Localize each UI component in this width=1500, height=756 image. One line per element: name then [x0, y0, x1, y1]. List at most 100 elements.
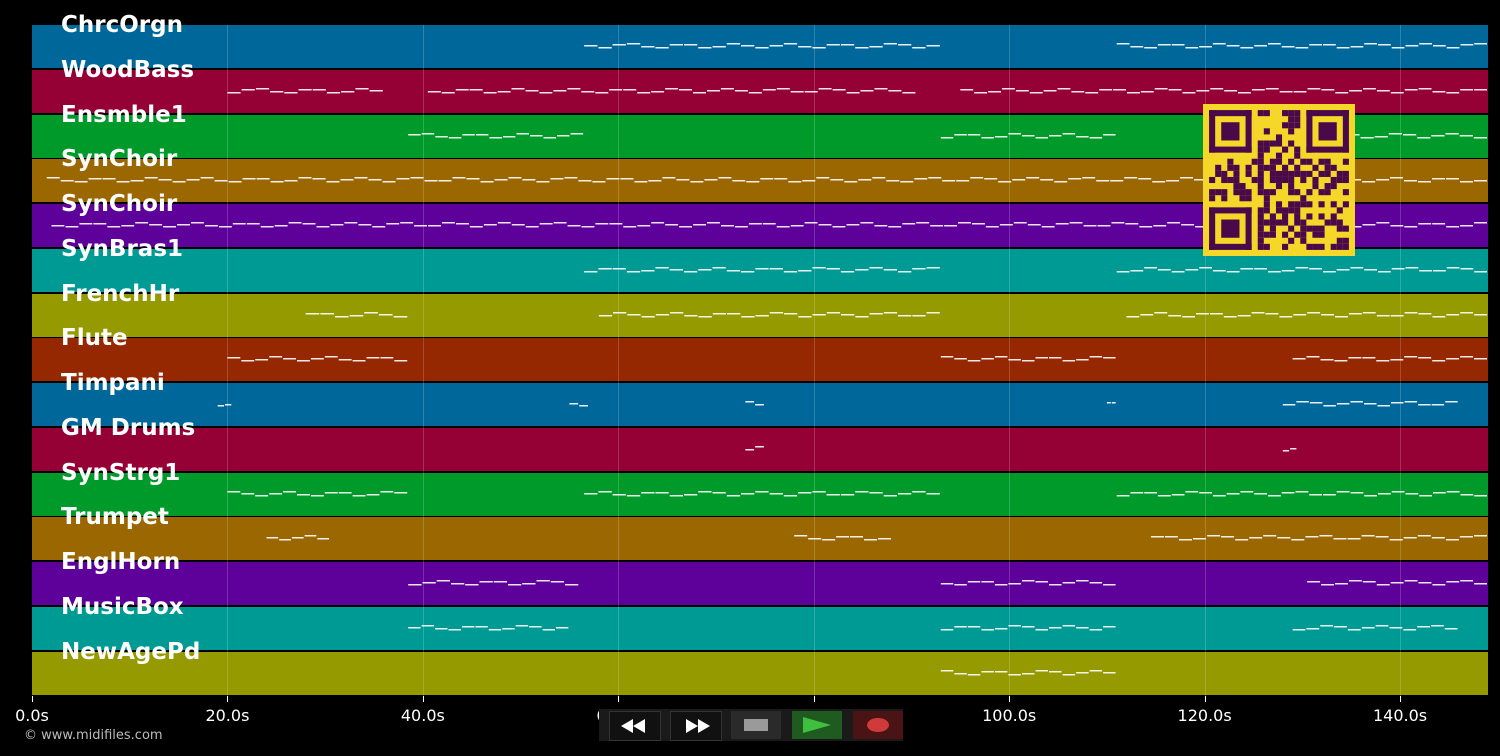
qr-code — [1203, 104, 1355, 256]
note — [93, 223, 107, 225]
note — [1390, 582, 1404, 584]
note — [1292, 628, 1306, 631]
note — [1419, 269, 1432, 272]
note — [783, 494, 798, 496]
note — [1320, 359, 1334, 361]
note — [284, 180, 298, 182]
note-layer — [584, 43, 1487, 49]
note — [693, 91, 706, 94]
note — [1323, 44, 1336, 46]
note — [684, 314, 698, 316]
note — [784, 312, 798, 314]
note — [1404, 311, 1418, 313]
note — [914, 178, 928, 180]
note — [1224, 89, 1238, 92]
note — [578, 180, 592, 182]
note — [1167, 222, 1181, 224]
note — [726, 494, 741, 496]
fast-forward-button[interactable] — [670, 711, 722, 741]
note — [783, 43, 798, 45]
note — [734, 89, 748, 92]
track-label: SynStrg1 — [61, 459, 181, 486]
note — [1221, 536, 1235, 538]
note — [698, 315, 712, 317]
record-button[interactable] — [853, 711, 903, 739]
track-label: GM Drums — [61, 414, 196, 441]
note — [1321, 584, 1334, 586]
note — [954, 133, 967, 135]
note — [1474, 358, 1487, 360]
note — [1347, 628, 1361, 631]
note-layer — [227, 356, 1487, 362]
note — [435, 135, 448, 137]
note — [1111, 402, 1116, 404]
note — [1293, 313, 1307, 315]
tick-label: 140.0s — [1372, 706, 1428, 725]
tick-label: 20.0s — [205, 706, 250, 725]
note — [310, 358, 324, 360]
note — [1348, 357, 1362, 359]
note — [1022, 580, 1035, 582]
note — [1282, 404, 1296, 406]
note — [1130, 491, 1144, 493]
note — [1418, 404, 1431, 406]
note — [774, 178, 788, 180]
note — [60, 180, 74, 182]
note — [1307, 581, 1321, 583]
note — [1035, 136, 1048, 138]
note — [522, 583, 536, 585]
note — [960, 88, 974, 91]
note — [1460, 267, 1474, 270]
note — [1405, 45, 1419, 47]
note — [570, 132, 584, 134]
note — [400, 222, 414, 224]
note — [1281, 269, 1295, 272]
note — [51, 225, 65, 227]
note — [637, 225, 651, 227]
note — [539, 91, 553, 94]
note — [1111, 222, 1125, 224]
track-label: Timpani — [61, 370, 165, 396]
note — [241, 492, 255, 494]
note — [1041, 226, 1055, 228]
note — [1029, 91, 1043, 94]
note — [1446, 358, 1460, 360]
note — [366, 357, 380, 359]
track-lane — [32, 383, 1488, 426]
note — [1306, 627, 1320, 630]
note — [1103, 671, 1116, 673]
note — [755, 490, 769, 492]
note — [1168, 88, 1182, 91]
track-label: MusicBox — [61, 593, 184, 620]
note — [954, 672, 967, 674]
track-lane — [32, 472, 1488, 516]
track-label: SynBras1 — [61, 235, 184, 262]
note — [1350, 266, 1364, 269]
note — [1138, 178, 1152, 180]
note — [1433, 45, 1446, 47]
note — [1417, 625, 1430, 628]
note — [74, 181, 88, 183]
note — [1027, 224, 1041, 226]
play-button[interactable] — [792, 711, 842, 739]
note — [1089, 582, 1103, 584]
note — [755, 314, 769, 316]
stop-button[interactable] — [731, 711, 781, 739]
note — [1460, 88, 1474, 91]
note — [466, 178, 480, 180]
note — [1350, 491, 1364, 493]
note — [940, 356, 954, 358]
stop-icon — [744, 719, 768, 731]
note — [1103, 625, 1116, 628]
note — [1116, 43, 1130, 45]
note — [930, 225, 944, 227]
note — [670, 311, 684, 313]
note — [769, 267, 783, 270]
rewind-button[interactable] — [609, 711, 661, 741]
note — [1140, 313, 1154, 315]
note — [364, 311, 378, 313]
note — [1432, 223, 1446, 225]
note — [1376, 360, 1390, 362]
note — [1350, 46, 1364, 48]
note — [1154, 311, 1168, 313]
